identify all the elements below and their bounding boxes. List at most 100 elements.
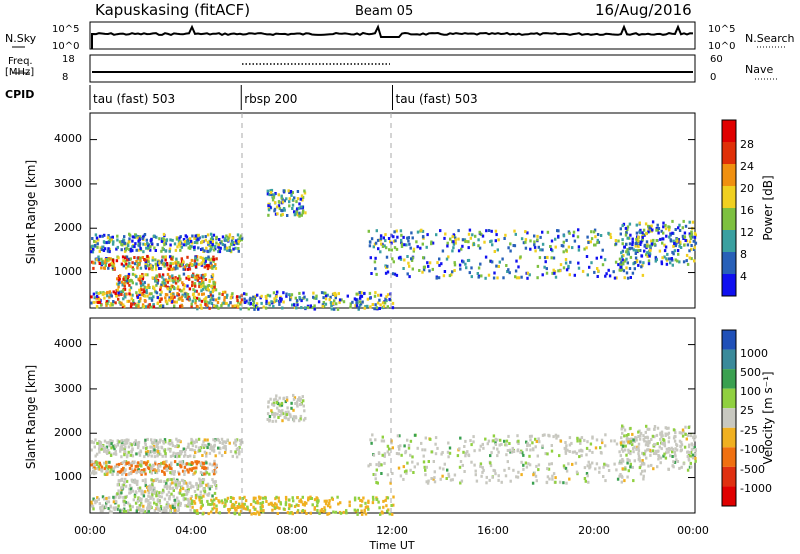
range-cell (233, 304, 237, 308)
range-cell (680, 448, 683, 452)
range-cell (107, 507, 110, 510)
range-cell (691, 456, 695, 460)
range-cell (595, 438, 599, 442)
range-cell (568, 443, 572, 447)
range-cell (315, 296, 318, 300)
range-cell (503, 237, 506, 240)
range-cell (258, 512, 261, 516)
power-colorbar: 4 8 12 16 20 24 28 Power [dB] (721, 119, 775, 297)
range-cell (586, 273, 589, 277)
range-cell (349, 305, 352, 309)
range-cell (500, 442, 503, 446)
range-cell (154, 460, 157, 464)
range-cell (467, 232, 471, 236)
range-cell (274, 212, 278, 216)
range-cell (205, 454, 208, 458)
range-cell (234, 239, 238, 243)
range-cell (188, 246, 192, 250)
range-cell (634, 244, 637, 248)
range-cell (159, 452, 162, 456)
range-cell (654, 449, 658, 453)
range-cell (169, 487, 172, 490)
range-cell (621, 431, 624, 435)
range-cell (162, 240, 165, 244)
range-cell (130, 297, 133, 301)
range-cell (153, 451, 156, 455)
range-cell (293, 505, 297, 508)
range-cell (159, 293, 162, 297)
range-cell (373, 294, 377, 298)
range-cell (271, 402, 274, 406)
range-cell (108, 291, 112, 294)
range-cell (161, 469, 164, 473)
range-cell (299, 402, 303, 406)
range-cell (121, 240, 124, 243)
range-cell (135, 443, 138, 446)
range-cell (166, 267, 170, 271)
range-cell (645, 424, 648, 428)
range-cell (282, 207, 286, 210)
range-cell (222, 301, 225, 305)
range-cell (639, 431, 643, 435)
range-cell (413, 433, 417, 437)
range-cell (253, 507, 257, 511)
range-cell (111, 264, 114, 268)
range-cell (118, 440, 121, 444)
range-cell (198, 479, 202, 483)
range-cell (177, 444, 180, 448)
range-cell (661, 434, 664, 438)
range-cell (402, 477, 405, 481)
range-cell (520, 473, 523, 477)
range-cell (309, 495, 312, 499)
range-cell (180, 289, 183, 293)
range-cell (218, 238, 221, 241)
range-cell (211, 478, 214, 482)
range-cell (99, 509, 103, 513)
range-cell (186, 497, 189, 501)
range-cell (671, 258, 674, 262)
range-cell (190, 302, 193, 306)
range-cell (225, 301, 228, 305)
range-cell (117, 492, 120, 496)
range-cell (577, 266, 581, 270)
range-cell (104, 446, 107, 450)
range-cell (174, 452, 178, 456)
range-cell (494, 443, 498, 446)
range-cell (176, 266, 179, 270)
range-cell (214, 466, 217, 470)
range-cell (176, 510, 179, 514)
range-cell (691, 220, 695, 224)
range-cell (165, 459, 168, 463)
range-cell (311, 306, 314, 310)
range-cell (127, 509, 130, 513)
range-cell (282, 291, 285, 295)
range-cell (474, 469, 477, 473)
range-cell (621, 258, 624, 262)
range-cell (93, 239, 96, 243)
range-cell (96, 245, 99, 249)
range-cell (385, 295, 388, 299)
range-cell (204, 259, 207, 263)
range-cell (135, 471, 138, 475)
range-cell (168, 477, 171, 481)
range-cell (355, 301, 358, 305)
range-cell (688, 232, 691, 236)
range-cell (153, 455, 157, 459)
range-cell (218, 248, 221, 252)
range-cell (155, 235, 158, 239)
range-cell (170, 267, 173, 271)
range-cell (571, 450, 575, 454)
range-cell (384, 271, 388, 275)
range-cell (410, 231, 413, 235)
range-cell (396, 235, 399, 239)
range-cell (568, 273, 571, 277)
range-cell (208, 257, 211, 261)
range-cell (286, 214, 289, 217)
range-cell (180, 303, 183, 307)
range-cell (196, 486, 199, 490)
range-cell (430, 242, 433, 246)
range-cell (107, 259, 110, 263)
range-cell (198, 236, 201, 240)
range-cell (173, 506, 176, 510)
range-cell (525, 465, 529, 469)
